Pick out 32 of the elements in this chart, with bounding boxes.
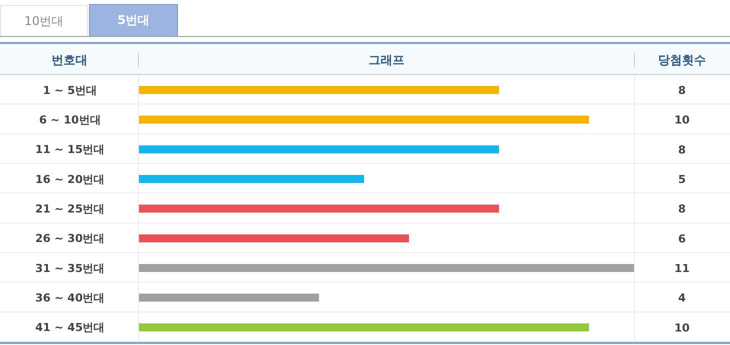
text: 당첨횟수 [657,52,707,69]
bar [139,204,499,213]
bar [139,145,499,154]
data-label: 4 [678,292,686,305]
y-tick-label: 21 ~ 25번대 [35,202,105,216]
y-tick-label: 41 ~ 45번대 [35,321,105,334]
bar [139,294,319,302]
bar [139,175,364,183]
y-tick-label: 31 ~ 35번대 [35,262,105,275]
bar [139,234,409,242]
y-tick-label: 26 ~ 30번대 [35,232,105,246]
data-label: 6 [678,232,686,246]
bar [139,323,589,332]
data-label: 10 [674,114,690,127]
bar [139,86,499,94]
y-tick-label: 1 ~ 5번대 [42,84,98,97]
bar [139,116,589,124]
y-axis-title: 번호대 [50,52,88,69]
data-label: 10 [674,321,690,334]
bar [139,264,634,272]
chart-title: 그래프 [368,52,406,69]
y-tick-label: 6 ~ 10번대 [39,114,101,126]
data-label: 8 [678,84,686,97]
y-tick-label: 36 ~ 40번대 [35,292,105,304]
data-label: 5 [678,173,686,186]
y-tick-label: 11 ~ 15번대 [35,143,105,156]
text: 10번대 [0,5,88,36]
text: 5번대 [89,4,178,37]
y-tick-label: 16 ~ 20번대 [35,172,105,186]
data-label: 11 [674,262,690,275]
data-label: 8 [678,143,686,156]
data-label: 8 [678,202,686,216]
